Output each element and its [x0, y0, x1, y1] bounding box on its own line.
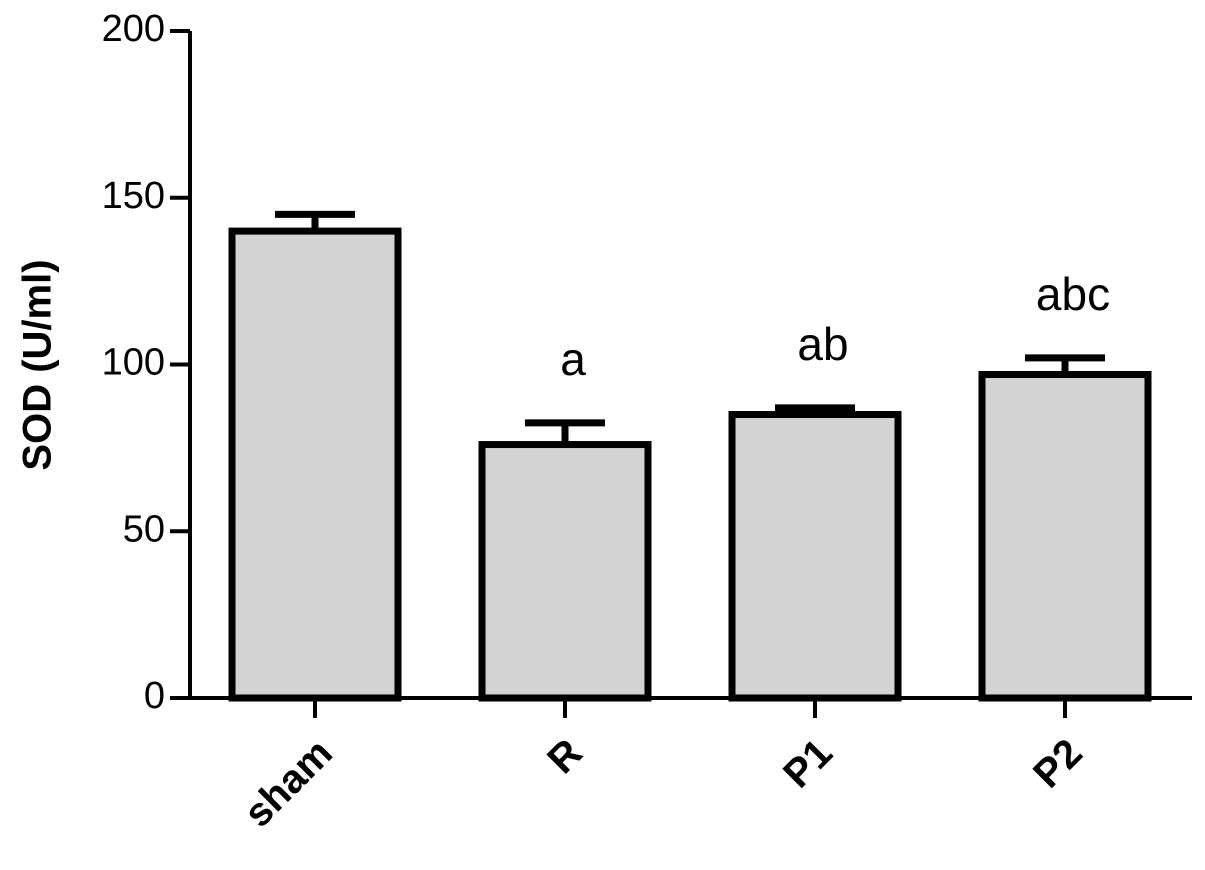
y-tick-label: 50: [123, 508, 165, 550]
bar: [478, 441, 652, 702]
bar: [978, 371, 1152, 702]
significance-label: abc: [1036, 268, 1110, 320]
y-axis-label: SOD (U/ml): [16, 259, 60, 470]
significance-label: ab: [797, 318, 848, 370]
y-tick-label: 200: [102, 8, 165, 50]
y-tick-label: 0: [144, 675, 165, 717]
x-tick-label: R: [539, 731, 591, 783]
x-tick-label: P2: [1025, 731, 1091, 797]
y-tick-label: 100: [102, 342, 165, 384]
error-bar: [525, 419, 605, 445]
x-tick-label: P1: [775, 731, 841, 797]
y-tick-label: 150: [102, 175, 165, 217]
x-tick-label: sham: [236, 731, 341, 836]
bar: [728, 411, 902, 702]
bar: [228, 227, 402, 702]
significance-label: a: [560, 333, 586, 385]
